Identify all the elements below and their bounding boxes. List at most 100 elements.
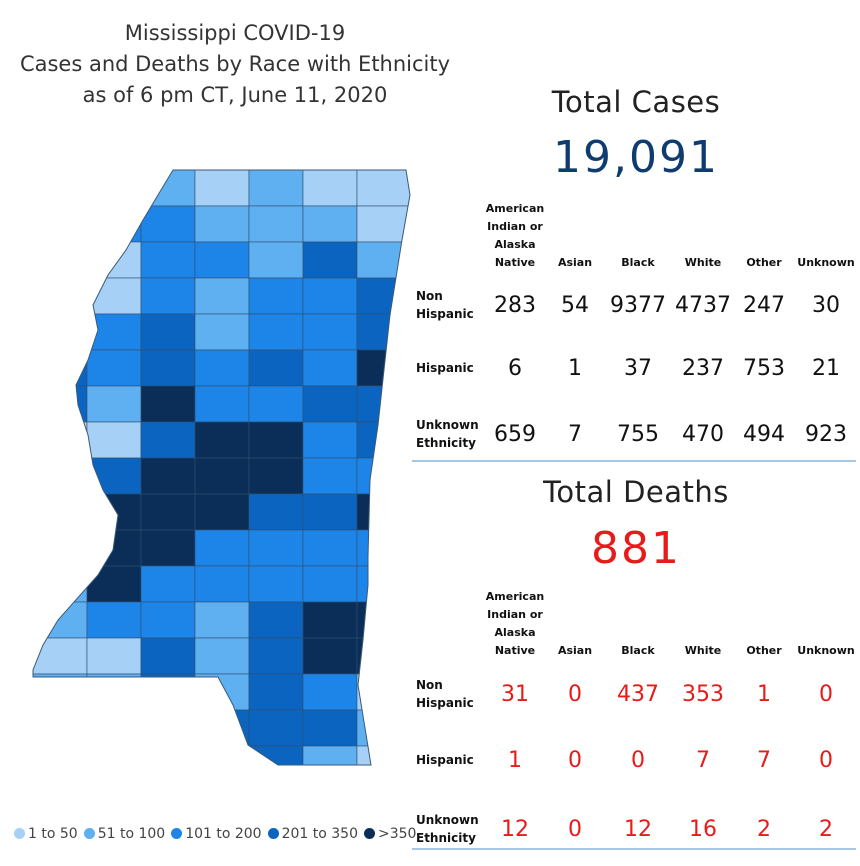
county-cell	[86, 709, 142, 747]
county-cell	[356, 637, 410, 675]
county-cell	[194, 745, 250, 765]
total-cases-value-wrap: 19,091	[412, 132, 860, 183]
county-cell	[248, 349, 304, 387]
county-cell	[140, 673, 196, 711]
county-cell	[248, 313, 304, 351]
county-cell	[33, 529, 88, 567]
county-cell	[356, 241, 410, 279]
county-cell	[33, 241, 88, 279]
table-row: Hispanic 1 0 0 7 7 0	[412, 728, 858, 792]
county-cell	[356, 457, 410, 495]
county-cell	[140, 421, 196, 459]
legend-item: 1 to 50	[14, 826, 78, 842]
deaths-table: American Indian or Alaska Native Asian B…	[412, 588, 858, 866]
county-cell	[194, 313, 250, 351]
table-cell: 0	[568, 816, 582, 842]
county-cell	[86, 421, 142, 459]
legend-label: 51 to 100	[97, 826, 166, 842]
table-cell: 31	[501, 681, 529, 707]
row-label: Unknown Ethnicity	[416, 813, 479, 845]
county-cell	[140, 170, 196, 207]
county-cell	[140, 385, 196, 423]
county-cell	[302, 601, 358, 639]
total-deaths-label: Total Deaths	[543, 475, 729, 509]
county-cell	[86, 565, 142, 603]
county-cell	[302, 313, 358, 351]
legend-swatch	[171, 828, 183, 839]
legend-swatch	[267, 828, 279, 839]
county-cell	[248, 565, 304, 603]
table-cell: 247	[743, 292, 785, 318]
legend-item: >350	[364, 826, 416, 842]
county-cell	[140, 565, 196, 603]
county-cell	[302, 457, 358, 495]
county-cell	[140, 241, 196, 279]
legend-swatch	[364, 828, 375, 839]
total-deaths-value-wrap: 881	[412, 523, 860, 574]
county-cell	[356, 493, 410, 531]
county-cell	[302, 421, 358, 459]
table-cell: 7	[568, 421, 582, 447]
table-cell: 0	[819, 747, 833, 773]
county-cell	[194, 565, 250, 603]
table-cell: 9377	[610, 292, 666, 318]
county-cell	[33, 421, 88, 459]
row-label: Unknown Ethnicity	[416, 418, 479, 450]
county-cell	[248, 421, 304, 459]
col-header: Other	[746, 256, 782, 269]
chart-title: Mississippi COVID-19 Cases and Deaths by…	[0, 18, 470, 111]
county-cell	[86, 205, 142, 243]
total-deaths-value: 881	[591, 523, 681, 574]
county-cell	[302, 385, 358, 423]
table-cell: 7	[696, 747, 710, 773]
table-cell: 30	[812, 292, 840, 318]
county-cell	[33, 313, 88, 351]
table-cell: 1	[757, 681, 771, 707]
title-line-1: Mississippi COVID-19	[124, 21, 346, 45]
col-header: Black	[621, 256, 655, 269]
table-cell: 2	[819, 816, 833, 842]
county-cell	[33, 493, 88, 531]
table-cell: 2	[757, 816, 771, 842]
county-cell	[248, 493, 304, 531]
row-header-spacer	[412, 200, 484, 272]
county-cell	[302, 673, 358, 711]
col-header: Black	[621, 644, 655, 657]
county-cell	[140, 709, 196, 747]
county-cell	[356, 745, 410, 765]
table-row: Hispanic 6 1 37 237 753 21	[412, 338, 858, 398]
table-cell: 0	[568, 681, 582, 707]
table-cell: 21	[812, 355, 840, 381]
table-row: Unknown Ethnicity 659 7 755 470 494 923	[412, 398, 858, 470]
county-cell	[33, 205, 88, 243]
county-cell	[33, 457, 88, 495]
col-header: American Indian or Alaska Native	[485, 202, 545, 269]
legend-label: >350	[378, 826, 417, 842]
county-cell	[86, 170, 142, 207]
col-header: Unknown	[797, 644, 855, 657]
county-map	[32, 169, 411, 766]
county-cell	[194, 349, 250, 387]
legend-item: 101 to 200	[171, 826, 262, 842]
county-cell	[194, 493, 250, 531]
county-cell	[356, 277, 410, 315]
state-outline	[32, 169, 411, 766]
title-line-2: Cases and Deaths by Race with Ethnicity	[19, 52, 451, 76]
legend-label: 101 to 200	[185, 826, 262, 842]
county-cell	[33, 349, 88, 387]
table-cell: 0	[568, 747, 582, 773]
county-cell	[356, 565, 410, 603]
county-cell	[302, 565, 358, 603]
county-cell	[33, 385, 88, 423]
county-cell	[86, 637, 142, 675]
county-cell	[86, 241, 142, 279]
table-cell: 1	[508, 747, 522, 773]
county-cell	[140, 349, 196, 387]
county-cell	[248, 673, 304, 711]
county-cell	[356, 170, 410, 207]
cases-table: American Indian or Alaska Native Asian B…	[412, 200, 858, 470]
county-cell	[302, 277, 358, 315]
table-cell: 283	[494, 292, 536, 318]
county-cell	[302, 241, 358, 279]
legend: 1 to 50 51 to 100 101 to 200 201 to 350 >350	[14, 826, 422, 842]
